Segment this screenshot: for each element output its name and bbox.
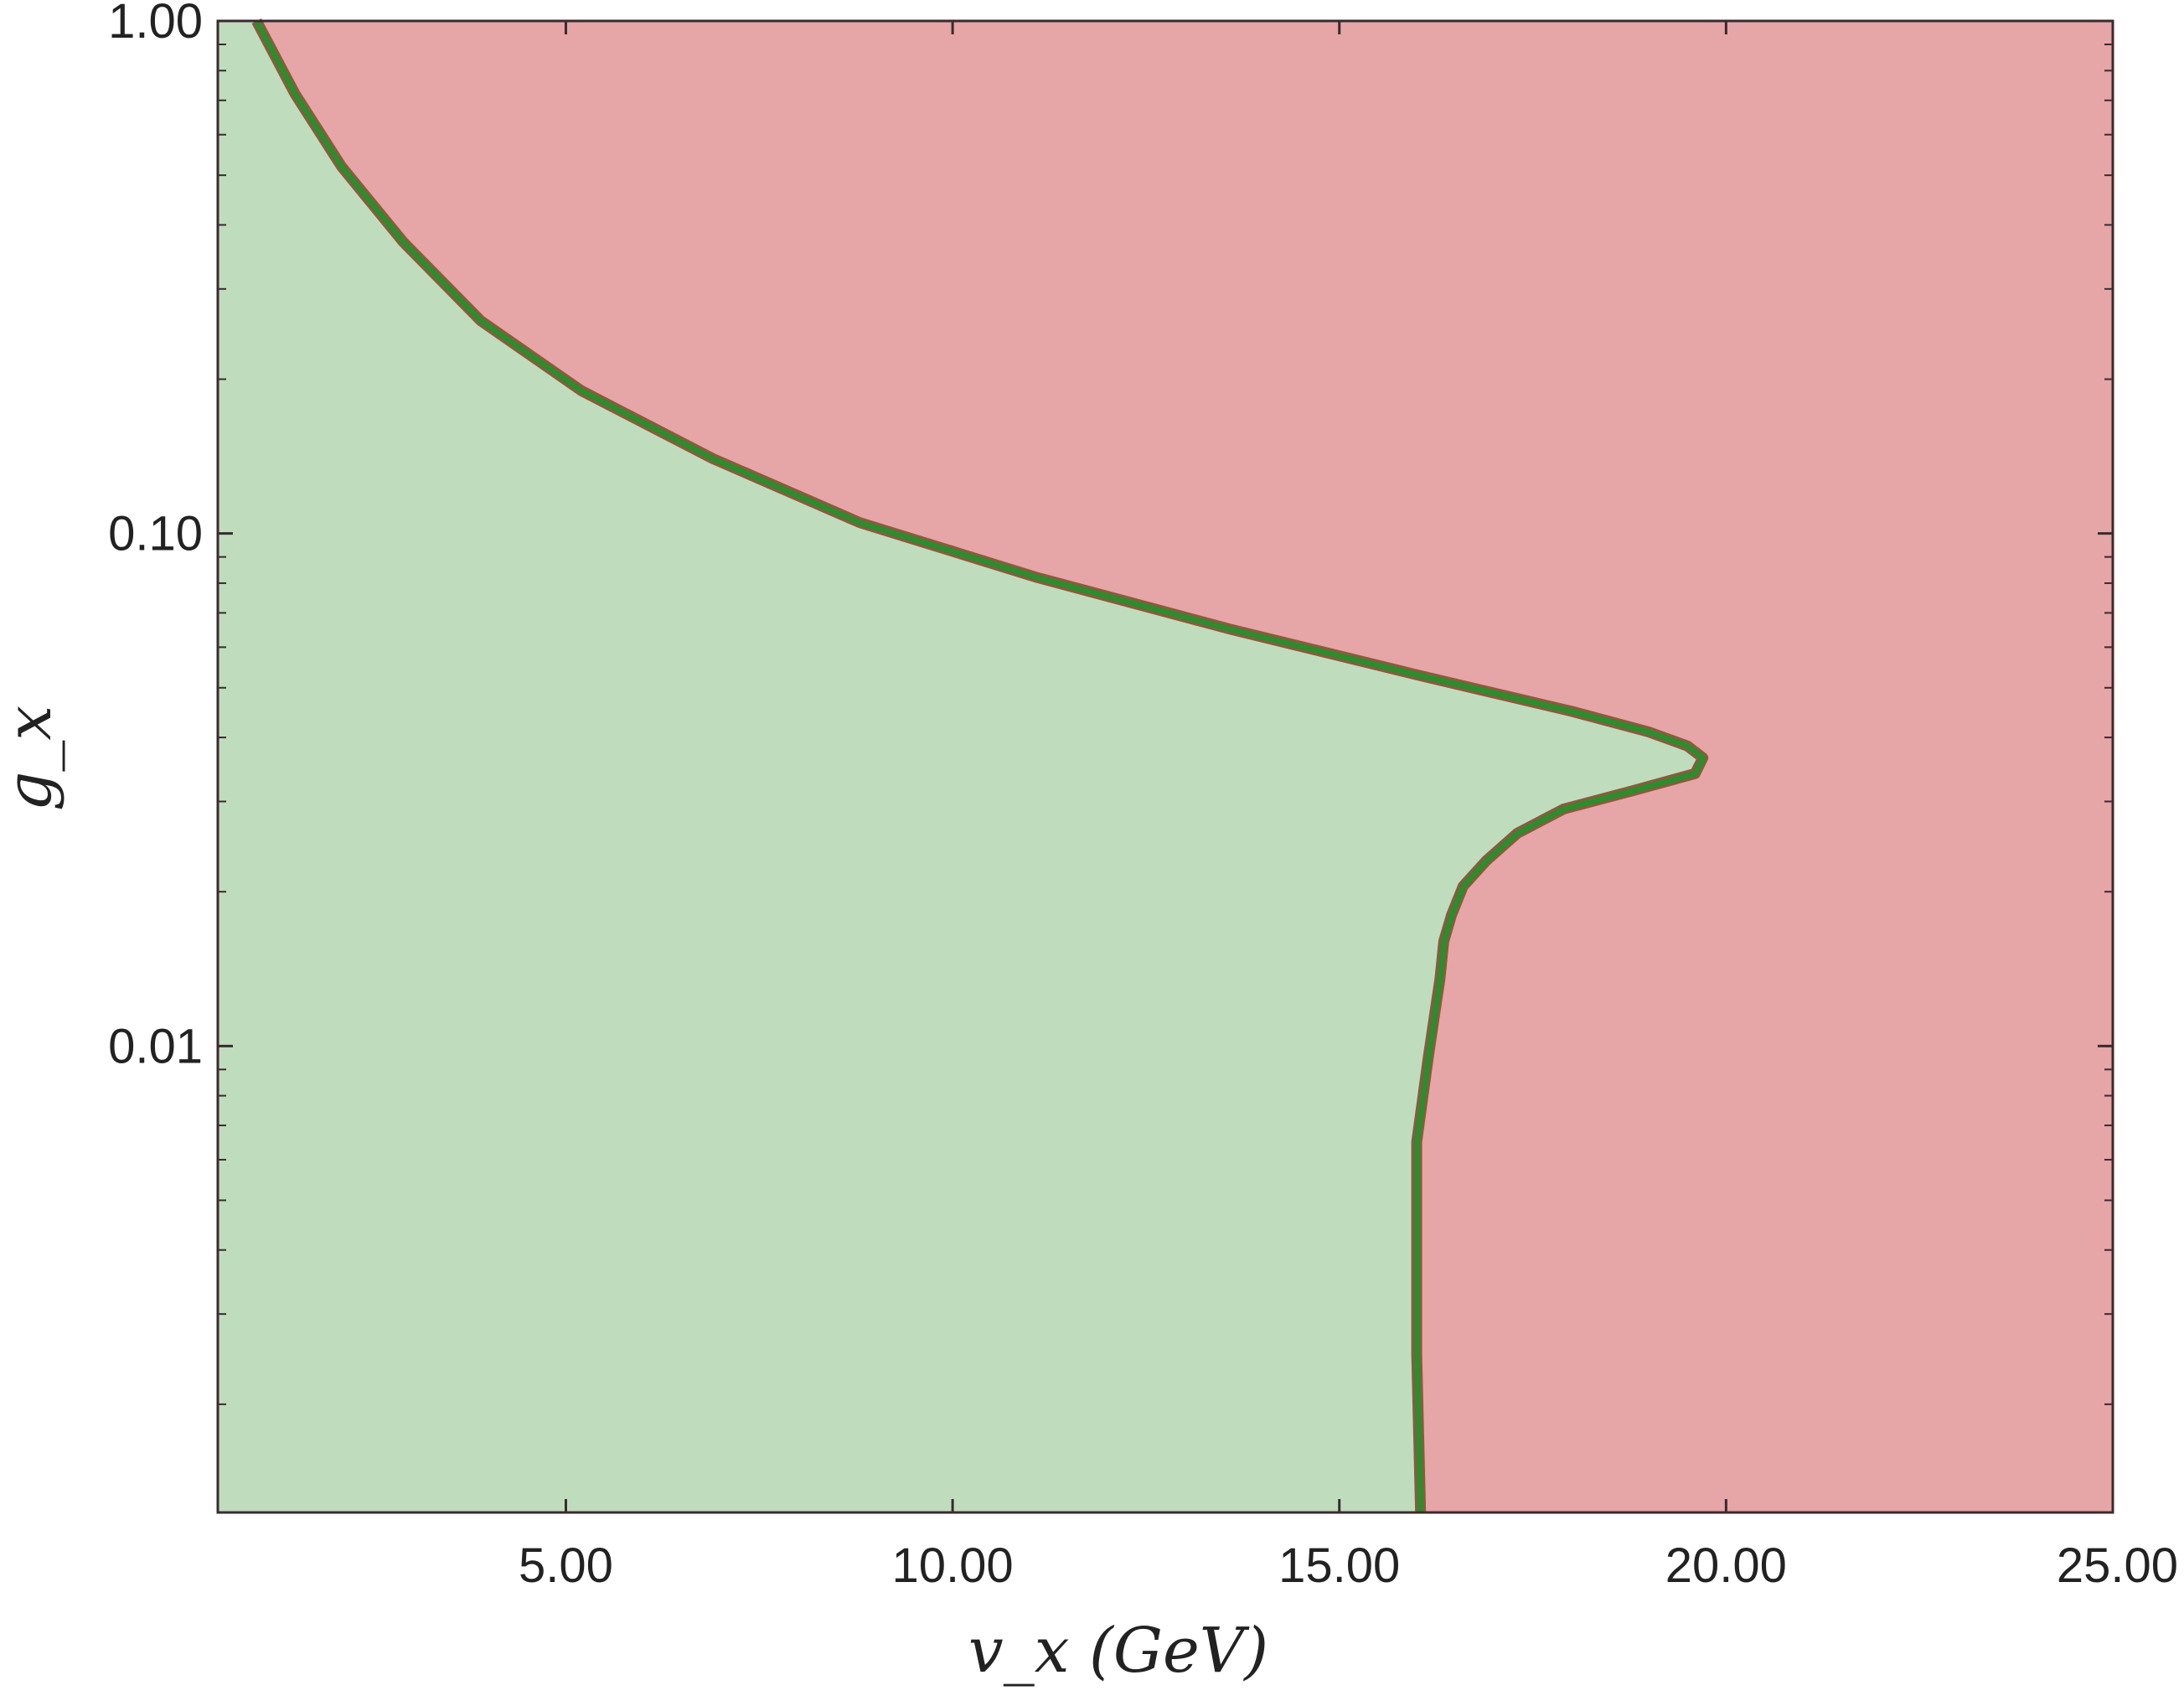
allowed-region: [218, 21, 1703, 1512]
plot-frame: [216, 19, 2114, 1514]
y-axis-label: g_x: [0, 706, 65, 811]
x-tick-label: 20.00: [1665, 1538, 1787, 1593]
plot-area: [218, 18, 2113, 1513]
x-axis-label: v_x (GeV): [968, 1615, 1268, 1687]
y-tick-label: 1.00: [108, 0, 203, 49]
boundary-line: [254, 19, 1706, 1513]
x-tick-label: 10.00: [892, 1538, 1014, 1593]
y-tick-label: 0.10: [108, 507, 203, 561]
x-tick-label: 15.00: [1278, 1538, 1400, 1593]
x-tick-label: 5.00: [519, 1538, 613, 1593]
axes: 5.00 10.00 15.00 20.00 25.00 1.00 0.10 0.01: [108, 0, 2178, 1593]
x-tick-label: 25.00: [2057, 1538, 2178, 1593]
y-tick-label: 0.01: [108, 1019, 203, 1073]
